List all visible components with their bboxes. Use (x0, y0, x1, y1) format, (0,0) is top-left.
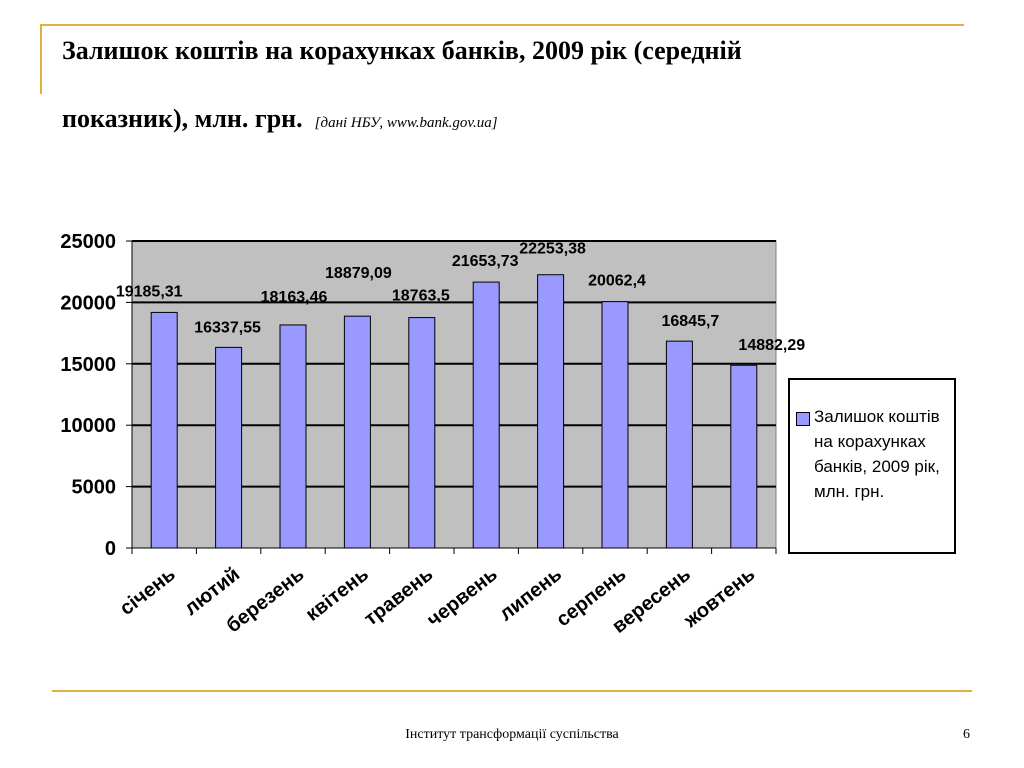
data-label: 19185,31 (116, 283, 183, 300)
slide-title-line2: показник), млн. грн. [дані НБУ, www.bank.… (62, 104, 498, 134)
bar (279, 324, 307, 549)
y-tick-label: 5000 (72, 477, 117, 499)
bar (472, 281, 500, 549)
x-tick-label: жовтень (679, 563, 759, 632)
bar (343, 315, 371, 549)
data-label: 22253,38 (519, 241, 586, 258)
bar (601, 301, 629, 549)
bar (537, 274, 565, 549)
y-tick-label: 25000 (60, 231, 116, 253)
data-label: 18763,5 (392, 288, 450, 305)
y-tick-label: 20000 (60, 292, 116, 314)
x-tick-label: січень (116, 563, 180, 620)
legend-label: Залишок коштів на корахунках банків, 200… (814, 407, 940, 501)
data-label: 16845,7 (661, 313, 719, 330)
data-label: 20062,4 (588, 273, 646, 290)
data-label: 18163,46 (261, 289, 328, 306)
bar (665, 340, 693, 549)
bottom-rule (52, 690, 972, 692)
footer-text: Інститут трансформації суспільства (405, 727, 619, 742)
slide-title-text: показник), млн. грн. (62, 104, 303, 133)
data-label: 16337,55 (194, 319, 261, 336)
y-tick-label: 0 (105, 538, 116, 560)
bar (730, 364, 758, 549)
data-label: 18879,09 (325, 265, 392, 282)
top-rule (40, 24, 964, 26)
source-note: [дані НБУ, www.bank.gov.ua] (314, 115, 498, 131)
bar-chart: 0 5000 10000 15000 20000 25000 19185,31 січень 1… (60, 231, 805, 638)
bar (215, 346, 243, 549)
data-label: 21653,73 (452, 253, 519, 270)
legend: Залишок коштів на корахунках банків, 200… (788, 378, 956, 554)
y-tick-label: 10000 (60, 415, 116, 437)
left-rule (40, 24, 42, 94)
slide-title-line1: Залишок коштів на корахунках банків, 200… (62, 36, 742, 65)
page-number: 6 (963, 727, 970, 742)
x-tick-label: червень (423, 563, 502, 631)
bar (150, 311, 178, 549)
y-tick-label: 15000 (60, 354, 116, 376)
x-tick-label: травень (360, 563, 437, 630)
bar (408, 317, 436, 549)
data-label: 14882,29 (738, 337, 805, 354)
legend-swatch (796, 412, 810, 426)
